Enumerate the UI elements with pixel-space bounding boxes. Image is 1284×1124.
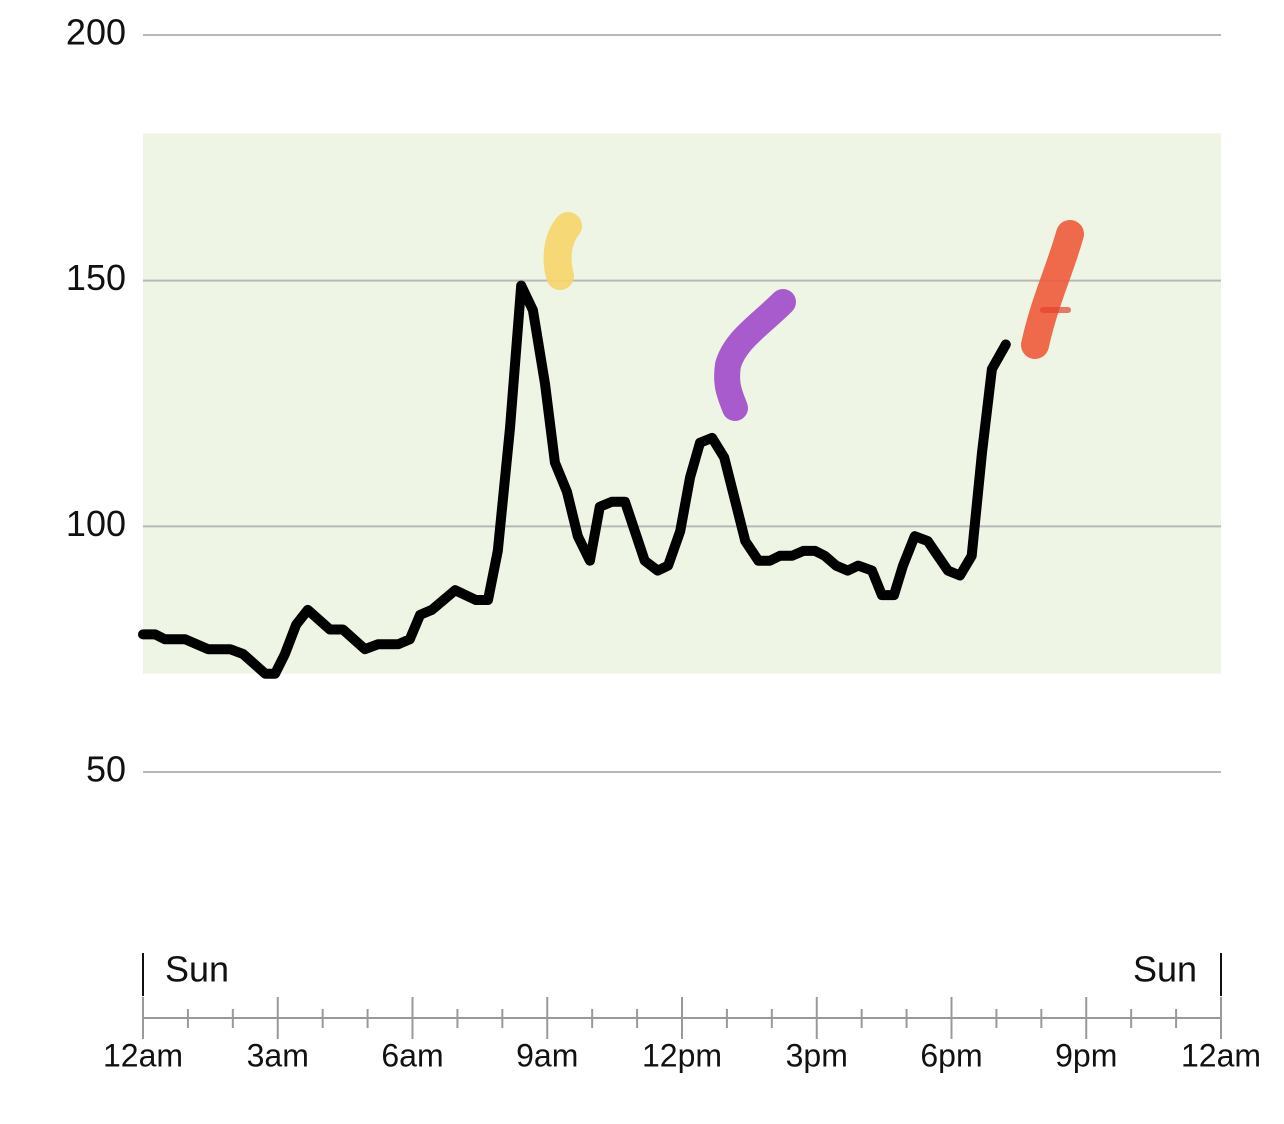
exercise-marker (714, 289, 796, 421)
x-tick-label: 12am (1181, 1037, 1261, 1073)
meal-marker (543, 212, 582, 290)
x-tick-label: 6pm (920, 1037, 982, 1073)
x-tick-label: 12pm (642, 1037, 722, 1073)
annotations (543, 212, 1084, 421)
day-label: Sun (1133, 949, 1197, 990)
x-tick-label: 3pm (786, 1037, 848, 1073)
day-label: Sun (165, 949, 229, 990)
x-tick-label: 9pm (1055, 1037, 1117, 1073)
x-tick-label: 3am (247, 1037, 309, 1073)
insulin-marker (1021, 220, 1084, 359)
x-tick-label: 6am (381, 1037, 443, 1073)
glucose-line (138, 280, 1011, 679)
y-tick-label: 100 (66, 503, 126, 544)
plot: 50 100 150 200 12am 3am 6am 9am 12pm 3pm 6pm 9pm 12a… (66, 12, 1261, 1074)
y-tick-label: 200 (66, 12, 126, 53)
x-tick-label: 12am (103, 1037, 183, 1073)
x-tick-label: 9am (516, 1037, 578, 1073)
target-range (143, 133, 1221, 674)
y-tick-label: 50 (86, 749, 126, 790)
y-tick-label: 150 (66, 257, 126, 298)
